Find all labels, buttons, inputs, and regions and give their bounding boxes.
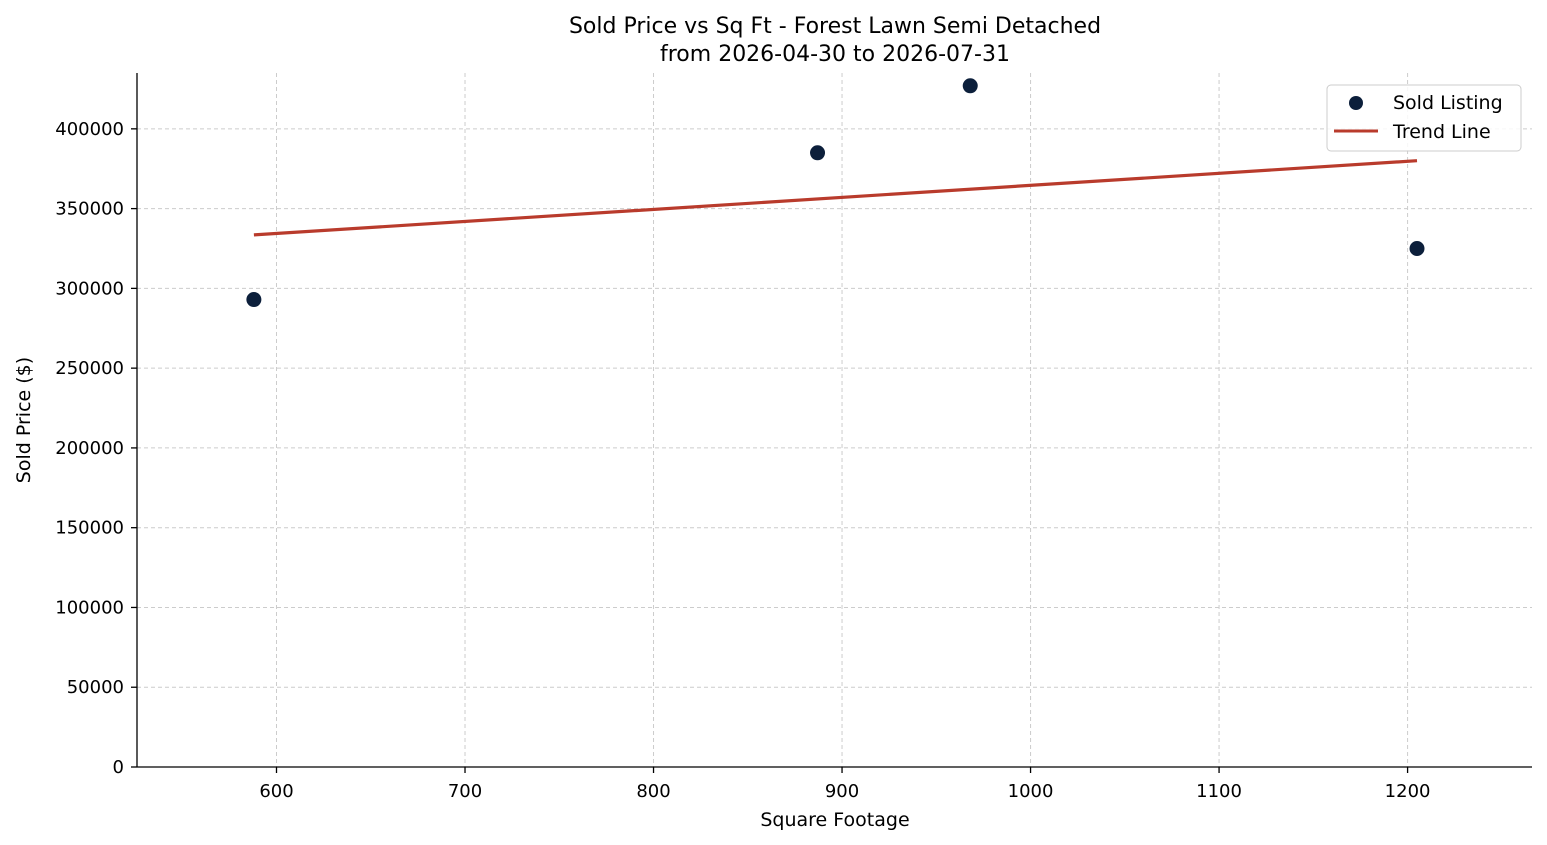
x-axis-ticks: 600 700 800 900 1000 1100 1200 (259, 767, 1430, 802)
x-axis-label: Square Footage (760, 809, 909, 831)
legend: Sold Listing Trend Line (1326, 84, 1522, 152)
legend-sold-listing-marker (1349, 96, 1363, 110)
y-tick-label: 250000 (55, 358, 124, 379)
data-point (1409, 240, 1425, 256)
trend-line (253, 159, 1418, 237)
x-tick-label: 800 (636, 781, 670, 802)
y-axis-label: Sold Price ($) (13, 357, 35, 483)
data-point (246, 292, 262, 308)
grid-lines (137, 73, 1532, 767)
data-marks (246, 78, 1425, 308)
y-tick-label: 200000 (55, 438, 124, 459)
y-tick-label: 350000 (55, 199, 124, 220)
y-tick-label: 150000 (55, 518, 124, 539)
y-tick-label: 300000 (55, 278, 124, 299)
chart-subtitle: from 2026-04-30 to 2026-07-31 (660, 42, 1010, 67)
chart-title: Sold Price vs Sq Ft - Forest Lawn Semi D… (569, 14, 1101, 39)
x-tick-label: 1100 (1196, 781, 1242, 802)
x-tick-label: 900 (825, 781, 859, 802)
x-tick-label: 700 (448, 781, 482, 802)
data-point (810, 145, 826, 161)
x-tick-label: 1200 (1385, 781, 1431, 802)
legend-box (1326, 84, 1522, 152)
x-tick-label: 600 (259, 781, 293, 802)
data-point (962, 78, 978, 94)
legend-trend-line-label: Trend Line (1392, 121, 1491, 143)
y-tick-label: 50000 (67, 677, 124, 698)
y-tick-label: 0 (113, 757, 124, 778)
x-tick-label: 1000 (1008, 781, 1054, 802)
y-tick-label: 400000 (55, 119, 124, 140)
legend-sold-listing-label: Sold Listing (1393, 92, 1503, 114)
y-tick-label: 100000 (55, 597, 124, 618)
y-axis-ticks: 0 50000 100000 150000 200000 250000 300000 3500… (55, 119, 137, 778)
